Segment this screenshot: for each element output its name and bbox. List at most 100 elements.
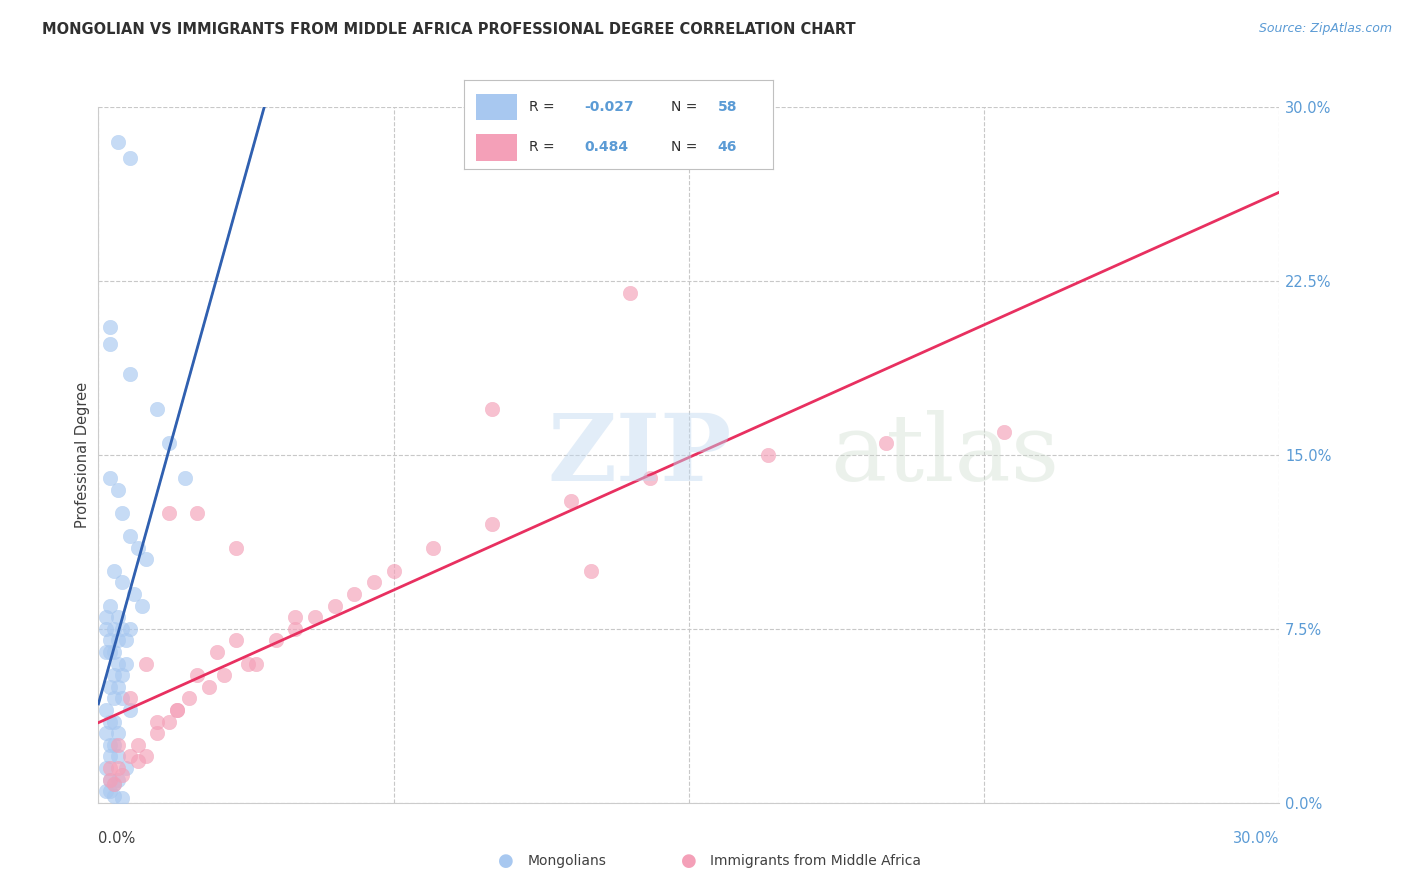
Point xyxy=(103,789,125,803)
Point xyxy=(166,703,188,717)
Text: ZIP: ZIP xyxy=(547,410,731,500)
Text: N =: N = xyxy=(671,140,702,154)
Point xyxy=(118,151,141,165)
Point xyxy=(107,633,129,648)
Point xyxy=(197,680,219,694)
Point xyxy=(98,599,121,613)
Point xyxy=(103,738,125,752)
Point xyxy=(96,622,118,636)
Point xyxy=(638,471,661,485)
Point xyxy=(111,768,134,782)
Point xyxy=(103,622,125,636)
Point xyxy=(111,668,134,682)
Point xyxy=(107,135,129,149)
Point xyxy=(422,541,444,555)
Point xyxy=(98,633,121,648)
Point xyxy=(118,691,141,706)
Point xyxy=(111,575,134,590)
Point xyxy=(96,761,118,775)
Text: -0.027: -0.027 xyxy=(585,100,634,114)
Point xyxy=(111,791,134,805)
Point xyxy=(107,761,129,775)
Point xyxy=(103,668,125,682)
Point xyxy=(98,680,121,694)
Point xyxy=(135,657,157,671)
Point xyxy=(236,657,259,671)
Point xyxy=(96,610,118,624)
Point xyxy=(993,425,1015,439)
Point xyxy=(107,680,129,694)
Point xyxy=(98,784,121,798)
Text: 0.0%: 0.0% xyxy=(98,830,135,846)
Text: ●: ● xyxy=(498,852,515,870)
Point xyxy=(98,772,121,787)
Bar xyxy=(477,94,516,120)
Point xyxy=(107,738,129,752)
Point xyxy=(115,657,138,671)
Point xyxy=(107,726,129,740)
Point xyxy=(107,610,129,624)
Point xyxy=(111,691,134,706)
Text: N =: N = xyxy=(671,100,702,114)
Point xyxy=(98,645,121,659)
Text: R =: R = xyxy=(529,100,560,114)
Point xyxy=(98,471,121,485)
Point xyxy=(107,772,129,787)
Point xyxy=(619,285,641,300)
Point xyxy=(103,645,125,659)
Point xyxy=(174,471,197,485)
Point xyxy=(96,784,118,798)
Point xyxy=(127,541,149,555)
Point xyxy=(245,657,267,671)
Point xyxy=(875,436,897,450)
Point xyxy=(214,668,236,682)
Point xyxy=(98,772,121,787)
Point xyxy=(304,610,326,624)
Point xyxy=(284,610,307,624)
Point xyxy=(103,714,125,729)
Point xyxy=(186,506,208,520)
Point xyxy=(225,633,247,648)
Text: Mongolians: Mongolians xyxy=(527,854,606,868)
Point xyxy=(98,336,121,351)
Text: Immigrants from Middle Africa: Immigrants from Middle Africa xyxy=(710,854,921,868)
Point xyxy=(103,564,125,578)
Text: 46: 46 xyxy=(717,140,737,154)
Point xyxy=(579,564,602,578)
Point xyxy=(264,633,287,648)
Point xyxy=(157,506,180,520)
Point xyxy=(481,401,503,416)
Point xyxy=(118,622,141,636)
Point xyxy=(146,714,169,729)
Text: R =: R = xyxy=(529,140,564,154)
Point xyxy=(157,714,180,729)
Point xyxy=(560,494,582,508)
Text: MONGOLIAN VS IMMIGRANTS FROM MIDDLE AFRICA PROFESSIONAL DEGREE CORRELATION CHART: MONGOLIAN VS IMMIGRANTS FROM MIDDLE AFRI… xyxy=(42,22,856,37)
Point xyxy=(363,575,385,590)
Point xyxy=(205,645,228,659)
Text: 0.484: 0.484 xyxy=(585,140,628,154)
Point xyxy=(98,738,121,752)
Text: 58: 58 xyxy=(717,100,737,114)
Y-axis label: Professional Degree: Professional Degree xyxy=(75,382,90,528)
Point xyxy=(284,622,307,636)
Point xyxy=(107,657,129,671)
Point xyxy=(96,703,118,717)
Point xyxy=(103,777,125,791)
Point xyxy=(225,541,247,555)
Text: atlas: atlas xyxy=(831,410,1060,500)
Point xyxy=(382,564,405,578)
Point xyxy=(343,587,366,601)
Point xyxy=(323,599,346,613)
Point xyxy=(98,714,121,729)
Point xyxy=(157,436,180,450)
Point xyxy=(103,777,125,791)
Point xyxy=(103,691,125,706)
Point xyxy=(122,587,145,601)
Point xyxy=(118,749,141,764)
Point xyxy=(98,761,121,775)
Point xyxy=(177,691,200,706)
Point xyxy=(118,529,141,543)
Point xyxy=(127,738,149,752)
Point xyxy=(107,749,129,764)
